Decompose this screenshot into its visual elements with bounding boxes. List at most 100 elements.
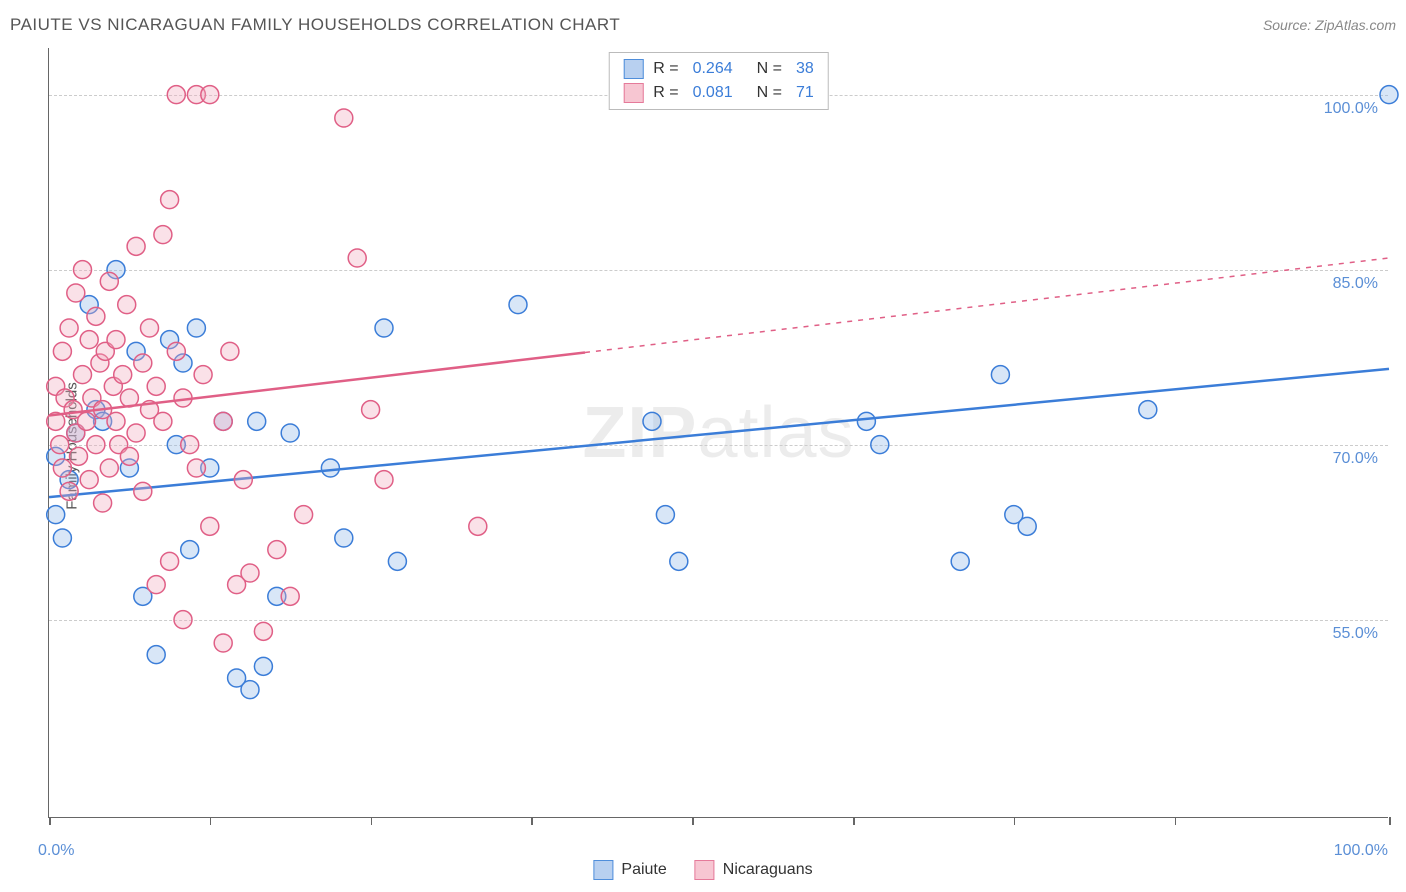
scatter-point <box>78 412 96 430</box>
r-label: R = <box>653 84 678 102</box>
scatter-point <box>214 412 232 430</box>
scatter-point <box>53 529 71 547</box>
scatter-point <box>74 261 92 279</box>
chart-title: PAIUTE VS NICARAGUAN FAMILY HOUSEHOLDS C… <box>10 15 620 35</box>
legend-swatch <box>623 59 643 79</box>
scatter-point <box>141 319 159 337</box>
n-label: N = <box>757 84 782 102</box>
scatter-point <box>194 366 212 384</box>
y-tick-label: 85.0% <box>1333 275 1378 293</box>
scatter-point <box>134 482 152 500</box>
legend-series-label: Paiute <box>621 861 666 879</box>
scatter-point <box>469 517 487 535</box>
scatter-point <box>201 86 219 104</box>
scatter-point <box>201 517 219 535</box>
scatter-point <box>147 646 165 664</box>
x-tick <box>371 817 373 825</box>
scatter-point <box>120 447 138 465</box>
x-axis-min-label: 0.0% <box>38 842 74 860</box>
legend-series-item: Paiute <box>593 860 666 880</box>
legend-swatch <box>695 860 715 880</box>
scatter-point <box>375 471 393 489</box>
scatter-point <box>107 412 125 430</box>
scatter-point <box>114 366 132 384</box>
scatter-point <box>51 436 69 454</box>
chart-svg <box>49 48 1388 817</box>
scatter-point <box>80 331 98 349</box>
trend-line-dashed <box>585 258 1389 353</box>
scatter-point <box>362 401 380 419</box>
scatter-point <box>871 436 889 454</box>
n-label: N = <box>757 60 782 78</box>
scatter-point <box>167 86 185 104</box>
y-tick-label: 70.0% <box>1333 450 1378 468</box>
scatter-point <box>214 634 232 652</box>
scatter-point <box>47 506 65 524</box>
x-tick <box>210 817 212 825</box>
scatter-point <box>161 552 179 570</box>
scatter-point <box>69 447 87 465</box>
scatter-point <box>335 529 353 547</box>
scatter-point <box>295 506 313 524</box>
scatter-point <box>241 564 259 582</box>
scatter-point <box>154 226 172 244</box>
n-value: 38 <box>796 60 814 78</box>
scatter-point <box>53 459 71 477</box>
scatter-point <box>161 191 179 209</box>
legend-swatch <box>593 860 613 880</box>
x-tick <box>49 817 51 825</box>
scatter-point <box>94 494 112 512</box>
x-tick <box>1175 817 1177 825</box>
scatter-point <box>951 552 969 570</box>
scatter-point <box>1018 517 1036 535</box>
scatter-point <box>181 436 199 454</box>
scatter-point <box>234 471 252 489</box>
scatter-point <box>221 342 239 360</box>
scatter-point <box>181 541 199 559</box>
scatter-point <box>643 412 661 430</box>
chart-header: PAIUTE VS NICARAGUAN FAMILY HOUSEHOLDS C… <box>10 10 1396 40</box>
scatter-point <box>348 249 366 267</box>
scatter-point <box>281 424 299 442</box>
scatter-point <box>187 459 205 477</box>
scatter-point <box>60 319 78 337</box>
legend-series-label: Nicaraguans <box>723 861 813 879</box>
scatter-point <box>127 424 145 442</box>
scatter-point <box>241 681 259 699</box>
legend-swatch <box>623 83 643 103</box>
scatter-point <box>80 471 98 489</box>
scatter-point <box>991 366 1009 384</box>
trend-line-solid <box>49 353 585 416</box>
legend-stat-row: R =0.264N =38 <box>609 57 828 81</box>
x-tick <box>1014 817 1016 825</box>
scatter-point <box>254 657 272 675</box>
x-tick <box>692 817 694 825</box>
scatter-point <box>388 552 406 570</box>
scatter-point <box>248 412 266 430</box>
y-tick-label: 100.0% <box>1324 100 1378 118</box>
x-tick <box>853 817 855 825</box>
r-value: 0.081 <box>693 84 733 102</box>
legend-series: Paiute Nicaraguans <box>593 860 812 880</box>
scatter-point <box>1139 401 1157 419</box>
scatter-point <box>167 342 185 360</box>
scatter-point <box>147 377 165 395</box>
scatter-point <box>134 354 152 372</box>
scatter-point <box>656 506 674 524</box>
scatter-point <box>268 541 286 559</box>
scatter-point <box>857 412 875 430</box>
x-tick <box>531 817 533 825</box>
scatter-point <box>100 272 118 290</box>
scatter-point <box>118 296 136 314</box>
scatter-point <box>74 366 92 384</box>
r-label: R = <box>653 60 678 78</box>
scatter-point <box>60 482 78 500</box>
scatter-point <box>154 412 172 430</box>
plot-area: ZIPatlas R =0.264N =38R =0.081N =71 100.… <box>48 48 1388 818</box>
scatter-point <box>127 237 145 255</box>
legend-stats-box: R =0.264N =38R =0.081N =71 <box>608 52 829 110</box>
scatter-point <box>321 459 339 477</box>
x-tick <box>1389 817 1391 825</box>
y-tick-label: 55.0% <box>1333 625 1378 643</box>
n-value: 71 <box>796 84 814 102</box>
